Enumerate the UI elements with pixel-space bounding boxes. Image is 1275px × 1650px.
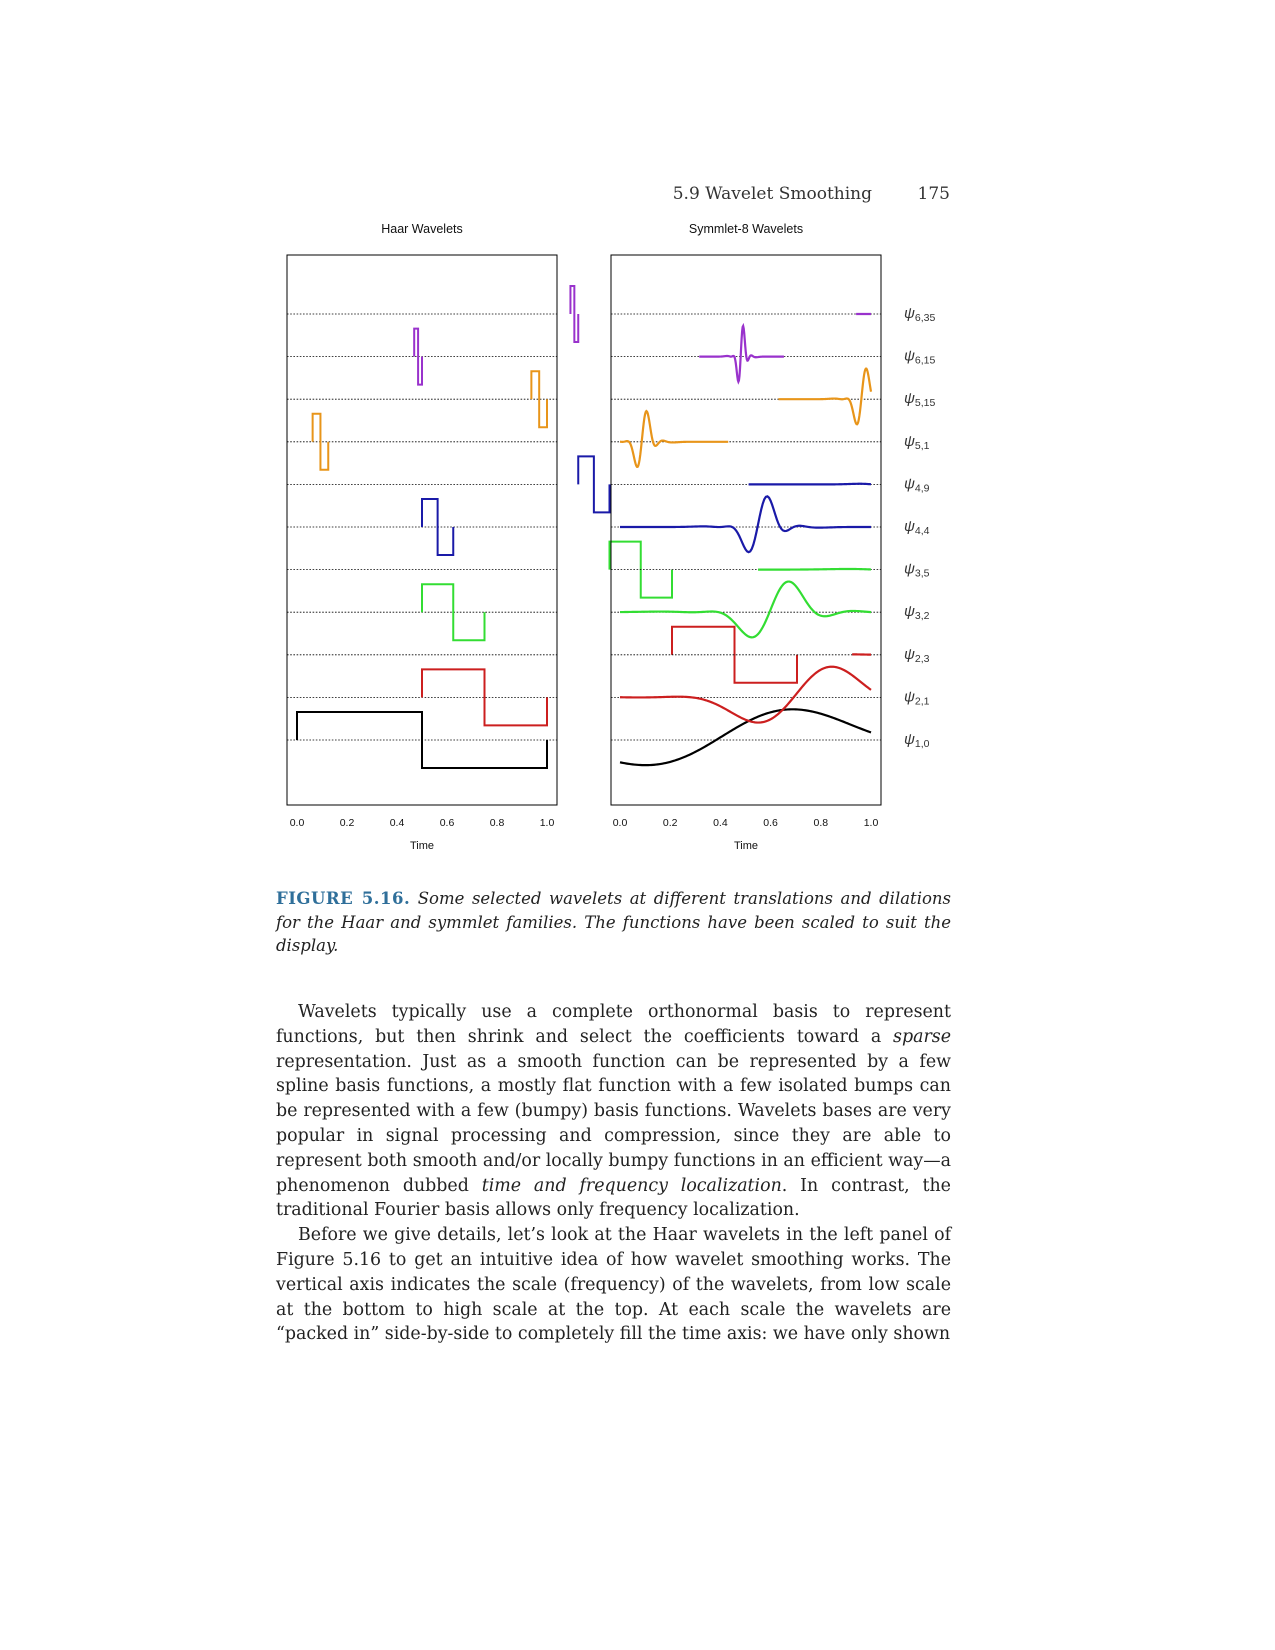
x-tick-label: 0.2 [340, 817, 355, 829]
chart-title: Haar Wavelets [381, 222, 463, 236]
x-axis-label: Time [734, 840, 758, 852]
body-text: Wavelets typically use a complete orthon… [276, 1000, 951, 1347]
wavelet-6,15 [413, 327, 423, 386]
wavelet-1,0 [619, 708, 872, 767]
wavelet-3,2 [619, 580, 872, 639]
row-label: ψ6,15 [904, 348, 936, 367]
x-tick-label: 0.4 [713, 817, 728, 829]
page-number: 175 [917, 184, 950, 204]
x-tick-label: 1.0 [864, 817, 879, 829]
wavelet-2,1 [619, 665, 872, 724]
wavelet-3,5 [758, 567, 872, 571]
wavelet-4,4 [421, 498, 455, 556]
wavelet-5,1 [619, 409, 729, 468]
wavelet-6,35 [569, 285, 580, 343]
row-label: ψ6,35 [904, 305, 936, 324]
row-label: ψ3,2 [904, 603, 930, 622]
x-tick-label: 0.8 [490, 817, 505, 829]
wavelet-5,1 [311, 412, 330, 471]
caption-text: Some selected wavelets at different tran… [276, 889, 951, 955]
paragraph-1: Wavelets typically use a complete orthon… [276, 1002, 951, 1221]
wavelet-3,2 [421, 583, 486, 642]
x-tick-label: 1.0 [540, 817, 555, 829]
x-tick-label: 0.6 [763, 817, 778, 829]
plot-frame [286, 254, 558, 806]
row-label: ψ2,1 [904, 688, 930, 707]
paragraph-2: Before we give details, let’s look at th… [276, 1225, 951, 1345]
wavelet-6,15 [699, 322, 784, 385]
x-axis-label: Time [410, 840, 434, 852]
chart-title: Symmlet-8 Wavelets [689, 222, 803, 236]
section-title: 5.9 Wavelet Smoothing [672, 184, 872, 204]
row-label: ψ4,9 [904, 475, 930, 494]
wavelet-4,9 [748, 482, 872, 486]
wavelet-5,15 [778, 367, 873, 426]
x-tick-label: 0.8 [813, 817, 828, 829]
x-tick-label: 0.0 [290, 817, 305, 829]
wavelet-figure: Haar Wavelets 0.0 0.2 0.4 0.6 0.8 1.0 Time Symml… [286, 222, 936, 852]
row-label: ψ4,4 [904, 518, 930, 537]
wavelet-4,9 [577, 455, 611, 514]
wavelet-1,0 [296, 711, 548, 769]
x-tick-label: 0.2 [663, 817, 678, 829]
wavelet-2,3 [671, 625, 798, 684]
x-tick-label: 0.4 [390, 817, 405, 829]
figure-caption: FIGURE 5.16. Some selected wavelets at d… [276, 887, 951, 958]
row-label: ψ1,0 [904, 731, 930, 750]
x-tick-label: 0.0 [613, 817, 628, 829]
wavelet-2,1 [421, 668, 548, 727]
figure-label: FIGURE 5.16. [276, 889, 411, 908]
plot-frame [610, 254, 882, 806]
row-label: ψ2,3 [904, 646, 930, 665]
wavelet-5,15 [530, 370, 548, 429]
row-label: ψ5,15 [904, 390, 936, 409]
row-label: ψ5,1 [904, 433, 930, 452]
wavelet-4,4 [620, 495, 871, 554]
row-label: ψ3,5 [904, 561, 930, 580]
x-tick-label: 0.6 [440, 817, 455, 829]
